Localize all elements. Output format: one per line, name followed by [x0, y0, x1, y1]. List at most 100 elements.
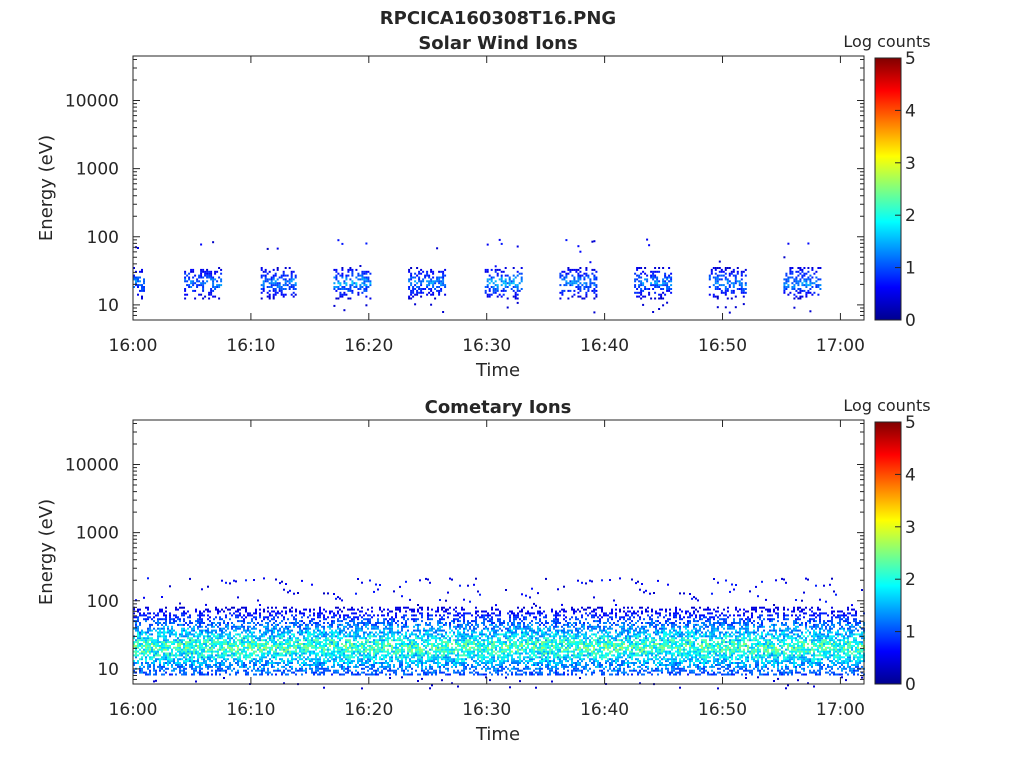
heatmap-cell	[285, 612, 287, 615]
heatmap-cell	[437, 622, 439, 624]
heatmap-cell	[783, 284, 786, 287]
heatmap-cell	[347, 656, 349, 659]
heatmap-cell	[317, 633, 319, 636]
heatmap-cell	[295, 644, 297, 647]
heatmap-cell	[237, 639, 239, 642]
heatmap-cell	[203, 639, 205, 642]
heatmap-cell	[447, 643, 449, 645]
heatmap-cell	[303, 631, 305, 634]
heatmap-cell	[198, 276, 201, 279]
heatmap-cell	[455, 664, 457, 666]
heatmap-cell	[199, 664, 201, 666]
heatmap-cell	[577, 268, 580, 271]
heatmap-cell	[734, 276, 737, 279]
heatmap-cell	[408, 297, 411, 300]
heatmap-cell	[271, 644, 273, 647]
heatmap-cell	[415, 633, 417, 636]
heatmap-cell	[432, 293, 435, 296]
heatmap-cell	[161, 635, 163, 638]
heatmap-cell	[135, 623, 137, 626]
heatmap-cell	[203, 614, 205, 617]
heatmap-cell	[301, 620, 303, 623]
heatmap-cell	[359, 648, 361, 651]
heatmap-cell	[311, 658, 313, 661]
heatmap-cell	[251, 614, 253, 617]
x-tick-label: 16:50	[698, 336, 747, 356]
heatmap-cell	[173, 641, 175, 644]
heatmap-cell	[211, 639, 213, 642]
heatmap-cell	[587, 289, 590, 292]
heatmap-cell	[155, 622, 157, 624]
heatmap-cell	[137, 639, 139, 642]
heatmap-cell	[369, 652, 371, 655]
heatmap-cell	[457, 652, 459, 655]
heatmap-cell	[718, 274, 721, 277]
heatmap-cell	[418, 272, 421, 275]
heatmap-cell	[361, 622, 363, 624]
heatmap-cell	[789, 267, 792, 269]
heatmap-cell	[457, 635, 459, 638]
heatmap-cell	[277, 639, 279, 642]
heatmap-cell	[383, 648, 385, 651]
heatmap-cell	[247, 637, 249, 640]
heatmap-cell	[415, 620, 417, 623]
heatmap-cell	[461, 662, 463, 664]
heatmap-cell	[387, 662, 389, 664]
heatmap-cell	[349, 660, 351, 663]
heatmap-cell	[295, 639, 297, 642]
heatmap-cell	[483, 610, 485, 613]
heatmap-cell	[281, 643, 283, 645]
heatmap-cell	[147, 629, 149, 632]
heatmap-cell	[295, 669, 297, 672]
heatmap-cell	[413, 652, 415, 655]
heatmap-cell	[225, 658, 227, 661]
heatmap-cell	[361, 606, 363, 609]
heatmap-cell	[391, 635, 393, 638]
heatmap-cell	[221, 627, 223, 630]
heatmap-cell	[658, 297, 661, 300]
heatmap-cell	[367, 673, 369, 676]
heatmap-cell	[389, 669, 391, 672]
heatmap-cell	[323, 616, 325, 619]
heatmap-cell	[415, 654, 417, 657]
heatmap-cell	[161, 644, 163, 647]
heatmap-cell	[413, 614, 415, 617]
heatmap-cell	[347, 274, 350, 277]
heatmap-cell	[339, 631, 341, 634]
heatmap-cell	[809, 284, 812, 287]
heatmap-cell	[585, 267, 588, 269]
heatmap-cell	[432, 286, 435, 288]
heatmap-cell	[335, 274, 338, 277]
heatmap-cell	[640, 293, 643, 296]
heatmap-cell	[668, 267, 671, 269]
heatmap-cell	[419, 646, 421, 649]
y-tick-label: 1000	[76, 160, 119, 180]
heatmap-cell	[367, 627, 369, 630]
heatmap-cell	[385, 639, 387, 642]
heatmap-cell	[426, 274, 429, 277]
heatmap-cell	[301, 669, 303, 672]
heatmap-cell	[175, 673, 177, 676]
heatmap-cell	[393, 650, 395, 653]
heatmap-cell	[488, 295, 491, 298]
heatmap-cell	[251, 633, 253, 636]
heatmap-cell	[345, 639, 347, 642]
heatmap-cell	[459, 631, 461, 634]
heatmap-cell	[217, 667, 219, 670]
heatmap-cell	[339, 274, 342, 277]
heatmap-cell	[801, 295, 804, 298]
heatmap-cell	[225, 660, 227, 663]
heatmap-cell	[726, 289, 729, 292]
heatmap-cell	[591, 272, 594, 275]
heatmap-cell	[181, 641, 183, 644]
heatmap-cell	[185, 631, 187, 634]
heatmap-cell	[451, 643, 453, 645]
heatmap-cell	[143, 650, 145, 653]
heatmap-cell	[416, 286, 419, 288]
heatmap-cell	[199, 669, 201, 672]
heatmap-cell	[201, 671, 203, 674]
heatmap-cell	[805, 295, 808, 298]
heatmap-cell	[155, 671, 157, 674]
heatmap-cell	[502, 282, 505, 285]
heatmap-cell	[239, 648, 241, 651]
